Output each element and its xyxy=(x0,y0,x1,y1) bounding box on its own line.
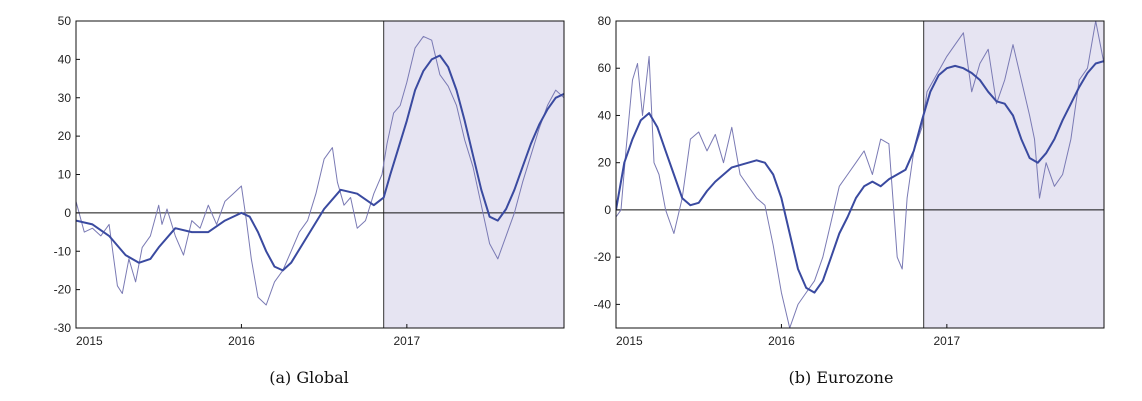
chart-caption: (a) Global xyxy=(269,368,349,387)
y-tick-label: 50 xyxy=(58,14,72,28)
y-tick-label: 80 xyxy=(598,14,612,28)
y-tick-label: 40 xyxy=(598,108,612,122)
chart-eurozone: -40 -20 0 20 40 60 80 2015 2016 2017 (b) Eurozone xyxy=(594,14,1105,387)
shaded-region xyxy=(923,21,1104,328)
series-smoothed-line xyxy=(616,60,1104,294)
x-tick-label: 2016 xyxy=(768,334,795,348)
y-tick-label: -20 xyxy=(54,283,72,297)
chart-caption: (b) Eurozone xyxy=(789,368,894,387)
y-tick-label: 0 xyxy=(64,206,71,220)
series-smoothed-line xyxy=(76,54,564,272)
shaded-region xyxy=(383,21,564,328)
chart-global: -30 -20 -10 0 10 20 30 40 50 2015 2016 2017 (a) Glob… xyxy=(54,14,565,387)
y-tick-label: 10 xyxy=(58,168,72,182)
y-tick-label: -20 xyxy=(594,250,612,264)
y-tick-label: 60 xyxy=(598,61,612,75)
y-tick-label: 40 xyxy=(58,52,72,66)
series-raw-line xyxy=(616,21,1104,328)
x-tick-label: 2015 xyxy=(616,334,643,348)
series-raw-line xyxy=(76,35,564,306)
y-tick-label: 20 xyxy=(58,129,72,143)
x-tick-label: 2017 xyxy=(393,334,420,348)
y-tick-label: 0 xyxy=(604,203,611,217)
x-tick-label: 2015 xyxy=(76,334,103,348)
axes-frame xyxy=(615,20,1105,329)
x-tick-label: 2017 xyxy=(933,334,960,348)
y-tick-label: 30 xyxy=(58,91,72,105)
y-tick-label: -40 xyxy=(594,297,612,311)
y-tick-label: 20 xyxy=(598,156,612,170)
y-tick-label: -30 xyxy=(54,321,72,335)
x-tick-label: 2016 xyxy=(228,334,255,348)
y-tick-label: -10 xyxy=(54,244,72,258)
